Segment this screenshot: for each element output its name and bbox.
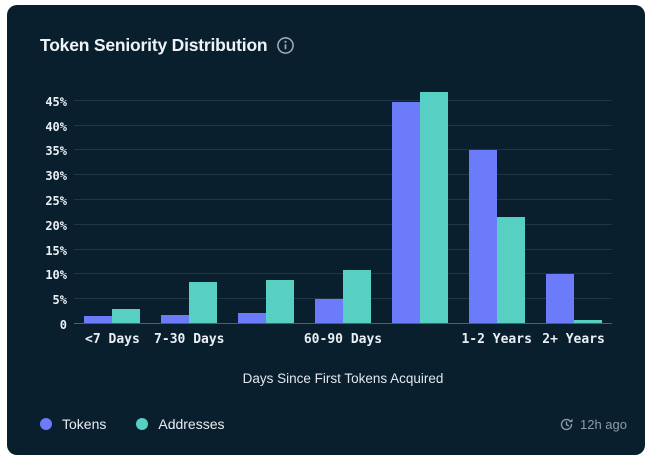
bar-tokens-group-2[interactable] (161, 314, 190, 323)
y-tick-label: 20% (45, 218, 67, 233)
bar-addresses-group-1[interactable] (112, 308, 141, 323)
y-tick-label: 0 (59, 318, 67, 332)
bar-addresses-group-5[interactable] (419, 92, 448, 323)
bar-tokens-group-5[interactable] (391, 102, 420, 323)
bar-tokens-group-6[interactable] (468, 150, 497, 323)
legend-item-tokens[interactable]: Tokens (40, 416, 106, 432)
y-tick-label: 25% (45, 194, 67, 209)
bar-tokens-group-3[interactable] (238, 312, 267, 323)
bar-addresses-group-4[interactable] (343, 269, 371, 323)
bar-addresses-group-2[interactable] (189, 281, 218, 323)
gridline (74, 223, 612, 225)
gridline (74, 248, 612, 250)
gridline (74, 149, 612, 151)
card-header: Token Seniority Distribution (40, 35, 295, 56)
page-title: Token Seniority Distribution (40, 35, 268, 55)
x-tick-label: 7-30 Days (154, 332, 225, 347)
y-tick-label: 30% (45, 169, 67, 184)
info-icon[interactable] (276, 36, 295, 55)
last-updated-text: 12h ago (580, 416, 627, 432)
bar-addresses-group-7[interactable] (573, 320, 602, 323)
x-tick-label: <7 Days (85, 332, 140, 347)
last-updated: 12h ago (559, 417, 627, 432)
y-tick-label: 35% (45, 144, 67, 159)
bar-tokens-group-7[interactable] (545, 273, 574, 323)
addresses-dot-icon (136, 418, 149, 430)
y-tick-label: 5% (52, 293, 67, 308)
x-axis-labels: <7 Days 7-30 Days 60-90 Days 1-2 Years 2+ Ye… (74, 330, 612, 348)
gridline (74, 99, 612, 101)
gridline (74, 174, 612, 176)
chart-card: Token Seniority Distribution 0 5% 10% 15% 20… (7, 5, 645, 455)
y-tick-label: 10% (45, 268, 67, 283)
plot-area (74, 86, 612, 324)
y-axis-labels: 0 5% 10% 15% 20% 25% 30% 35% 40% 45% (7, 86, 67, 332)
bar-tokens-group-4[interactable] (315, 299, 343, 323)
gridline (74, 124, 612, 126)
x-axis-title: Days Since First Tokens Acquired (242, 371, 444, 386)
y-tick-label: 40% (45, 119, 67, 134)
info-icon-glyph (277, 37, 295, 54)
bar-tokens-group-1[interactable] (84, 315, 113, 323)
x-tick-label: 1-2 Years (461, 332, 532, 347)
legend-label: Addresses (158, 416, 225, 432)
x-axis-baseline (74, 323, 612, 324)
x-tick-label: 2+ Years (542, 332, 605, 347)
tokens-dot-icon (40, 418, 52, 430)
legend: Tokens Addresses (40, 416, 225, 432)
legend-label: Tokens (62, 416, 107, 432)
bar-addresses-group-6[interactable] (496, 216, 525, 323)
legend-item-addresses[interactable]: Addresses (136, 416, 225, 432)
y-tick-label: 45% (45, 94, 67, 109)
x-tick-label: 60-90 Days (303, 332, 383, 347)
y-tick-label: 15% (45, 243, 67, 258)
card-footer: Tokens Addresses 12h ago (40, 411, 627, 437)
gridline (74, 199, 612, 201)
history-clock-icon[interactable] (559, 417, 574, 432)
bar-addresses-group-3[interactable] (266, 279, 295, 323)
